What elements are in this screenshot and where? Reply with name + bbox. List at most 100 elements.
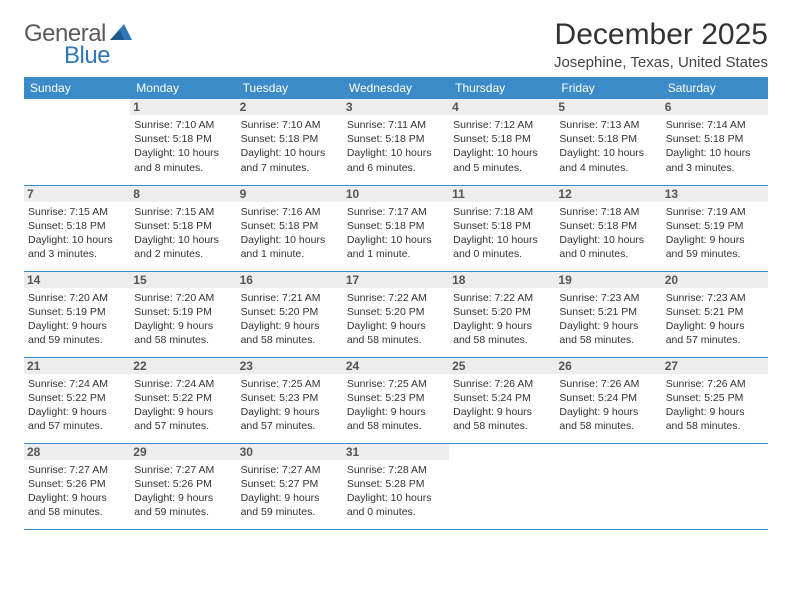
calendar-week-row: 1 Sunrise: 7:10 AMSunset: 5:18 PMDaylight… [24, 99, 768, 185]
calendar-day-cell: 3Sunrise: 7:11 AMSunset: 5:18 PMDaylight… [343, 99, 449, 185]
day-number: 12 [555, 186, 661, 202]
calendar-day-cell: 9 Sunrise: 7:16 AMSunset: 5:18 PMDaylight… [237, 185, 343, 271]
day-number: 28 [24, 444, 130, 460]
day-details: Sunrise: 7:17 AMSunset: 5:18 PMDaylight:… [347, 205, 445, 262]
day-header: Friday [555, 77, 661, 99]
day-number: 19 [555, 272, 661, 288]
day-details: Sunrise: 7:25 AMSunset: 5:23 PMDaylight:… [347, 377, 445, 434]
day-details: Sunrise: 7:13 AMSunset: 5:18 PMDaylight:… [559, 118, 657, 175]
day-number: 15 [130, 272, 236, 288]
day-details: Sunrise: 7:27 AMSunset: 5:27 PMDaylight:… [241, 463, 339, 520]
logo-text-blue: Blue [24, 44, 154, 68]
day-details: Sunrise: 7:26 AMSunset: 5:24 PMDaylight:… [559, 377, 657, 434]
logo: General Blue [24, 18, 154, 68]
day-number: 7 [24, 186, 130, 202]
calendar-day-cell: 26 Sunrise: 7:26 AMSunset: 5:24 PMDayligh… [555, 357, 661, 443]
calendar-day-cell: 20 Sunrise: 7:23 AMSunset: 5:21 PMDayligh… [662, 271, 768, 357]
day-header: Saturday [662, 77, 768, 99]
day-number: 2 [237, 99, 343, 115]
calendar-day-cell: 30Sunrise: 7:27 AMSunset: 5:27 PMDayligh… [237, 443, 343, 529]
calendar-day-cell: 1 Sunrise: 7:10 AMSunset: 5:18 PMDaylight… [130, 99, 236, 185]
day-details: Sunrise: 7:15 AMSunset: 5:18 PMDaylight:… [134, 205, 232, 262]
calendar-day-cell [24, 99, 130, 185]
day-details: Sunrise: 7:15 AMSunset: 5:18 PMDaylight:… [28, 205, 126, 262]
day-number: 11 [449, 186, 555, 202]
day-number: 16 [237, 272, 343, 288]
day-number: 18 [449, 272, 555, 288]
day-number: 23 [237, 358, 343, 374]
day-details: Sunrise: 7:23 AMSunset: 5:21 PMDaylight:… [559, 291, 657, 348]
calendar-body: 1 Sunrise: 7:10 AMSunset: 5:18 PMDaylight… [24, 99, 768, 529]
calendar-day-cell: 19 Sunrise: 7:23 AMSunset: 5:21 PMDayligh… [555, 271, 661, 357]
page-header: General Blue December 2025 Josephine, Te… [24, 18, 768, 71]
calendar-week-row: 21Sunrise: 7:24 AMSunset: 5:22 PMDayligh… [24, 357, 768, 443]
day-number: 4 [449, 99, 555, 115]
day-header: Monday [130, 77, 236, 99]
calendar-week-row: 28Sunrise: 7:27 AMSunset: 5:26 PMDayligh… [24, 443, 768, 529]
day-number: 8 [130, 186, 236, 202]
day-details: Sunrise: 7:23 AMSunset: 5:21 PMDaylight:… [666, 291, 764, 348]
day-details: Sunrise: 7:22 AMSunset: 5:20 PMDaylight:… [347, 291, 445, 348]
day-details: Sunrise: 7:28 AMSunset: 5:28 PMDaylight:… [347, 463, 445, 520]
location-line: Josephine, Texas, United States [554, 54, 768, 71]
calendar-day-cell [449, 443, 555, 529]
calendar-day-cell: 7 Sunrise: 7:15 AMSunset: 5:18 PMDaylight… [24, 185, 130, 271]
day-header: Tuesday [237, 77, 343, 99]
day-details: Sunrise: 7:18 AMSunset: 5:18 PMDaylight:… [559, 205, 657, 262]
day-number: 31 [343, 444, 449, 460]
calendar-day-cell: 22 Sunrise: 7:24 AMSunset: 5:22 PMDayligh… [130, 357, 236, 443]
calendar-day-cell: 6Sunrise: 7:14 AMSunset: 5:18 PMDaylight… [662, 99, 768, 185]
calendar-day-cell: 18 Sunrise: 7:22 AMSunset: 5:20 PMDayligh… [449, 271, 555, 357]
day-number: 20 [662, 272, 768, 288]
calendar-day-cell: 29Sunrise: 7:27 AMSunset: 5:26 PMDayligh… [130, 443, 236, 529]
day-details: Sunrise: 7:19 AMSunset: 5:19 PMDaylight:… [666, 205, 764, 262]
month-title: December 2025 [554, 18, 768, 52]
day-details: Sunrise: 7:25 AMSunset: 5:23 PMDaylight:… [241, 377, 339, 434]
day-number: 25 [449, 358, 555, 374]
day-details: Sunrise: 7:20 AMSunset: 5:19 PMDaylight:… [134, 291, 232, 348]
calendar-day-cell: 24 Sunrise: 7:25 AMSunset: 5:23 PMDayligh… [343, 357, 449, 443]
day-details: Sunrise: 7:20 AMSunset: 5:19 PMDaylight:… [28, 291, 126, 348]
day-number: 1 [130, 99, 236, 115]
day-details: Sunrise: 7:27 AMSunset: 5:26 PMDaylight:… [28, 463, 126, 520]
day-number: 26 [555, 358, 661, 374]
day-header: Thursday [449, 77, 555, 99]
day-number: 9 [237, 186, 343, 202]
calendar-day-cell: 13 Sunrise: 7:19 AMSunset: 5:19 PMDayligh… [662, 185, 768, 271]
day-number: 22 [130, 358, 236, 374]
day-details: Sunrise: 7:18 AMSunset: 5:18 PMDaylight:… [453, 205, 551, 262]
day-header: Sunday [24, 77, 130, 99]
day-details: Sunrise: 7:22 AMSunset: 5:20 PMDaylight:… [453, 291, 551, 348]
day-details: Sunrise: 7:24 AMSunset: 5:22 PMDaylight:… [134, 377, 232, 434]
day-details: Sunrise: 7:27 AMSunset: 5:26 PMDaylight:… [134, 463, 232, 520]
day-number: 5 [555, 99, 661, 115]
day-details: Sunrise: 7:12 AMSunset: 5:18 PMDaylight:… [453, 118, 551, 175]
day-details: Sunrise: 7:16 AMSunset: 5:18 PMDaylight:… [241, 205, 339, 262]
calendar-day-cell: 25Sunrise: 7:26 AMSunset: 5:24 PMDayligh… [449, 357, 555, 443]
calendar-table: SundayMondayTuesdayWednesdayThursdayFrid… [24, 77, 768, 530]
day-header: Wednesday [343, 77, 449, 99]
calendar-day-cell: 23 Sunrise: 7:25 AMSunset: 5:23 PMDayligh… [237, 357, 343, 443]
day-number: 13 [662, 186, 768, 202]
calendar-day-cell: 4 Sunrise: 7:12 AMSunset: 5:18 PMDaylight… [449, 99, 555, 185]
calendar-day-cell: 27Sunrise: 7:26 AMSunset: 5:25 PMDayligh… [662, 357, 768, 443]
calendar-day-cell: 15 Sunrise: 7:20 AMSunset: 5:19 PMDayligh… [130, 271, 236, 357]
day-details: Sunrise: 7:21 AMSunset: 5:20 PMDaylight:… [241, 291, 339, 348]
day-number: 3 [343, 99, 449, 115]
day-number: 24 [343, 358, 449, 374]
calendar-day-cell: 8 Sunrise: 7:15 AMSunset: 5:18 PMDaylight… [130, 185, 236, 271]
calendar-day-cell: 21 Sunrise: 7:24 AMSunset: 5:22 PMDayligh… [24, 357, 130, 443]
calendar-day-cell: 12 Sunrise: 7:18 AMSunset: 5:18 PMDayligh… [555, 185, 661, 271]
calendar-day-cell: 14 Sunrise: 7:20 AMSunset: 5:19 PMDayligh… [24, 271, 130, 357]
day-number: 14 [24, 272, 130, 288]
calendar-day-cell: 10Sunrise: 7:17 AMSunset: 5:18 PMDayligh… [343, 185, 449, 271]
day-details: Sunrise: 7:10 AMSunset: 5:18 PMDaylight:… [134, 118, 232, 175]
calendar-week-row: 7Sunrise: 7:15 AMSunset: 5:18 PMDaylight… [24, 185, 768, 271]
calendar-day-cell: 16 Sunrise: 7:21 AMSunset: 5:20 PMDayligh… [237, 271, 343, 357]
calendar-day-cell: 2 Sunrise: 7:10 AMSunset: 5:18 PMDaylight… [237, 99, 343, 185]
day-number: 21 [24, 358, 130, 374]
day-details: Sunrise: 7:10 AMSunset: 5:18 PMDaylight:… [241, 118, 339, 175]
day-number: 6 [662, 99, 768, 115]
calendar-header-row: SundayMondayTuesdayWednesdayThursdayFrid… [24, 77, 768, 99]
day-details: Sunrise: 7:24 AMSunset: 5:22 PMDaylight:… [28, 377, 126, 434]
